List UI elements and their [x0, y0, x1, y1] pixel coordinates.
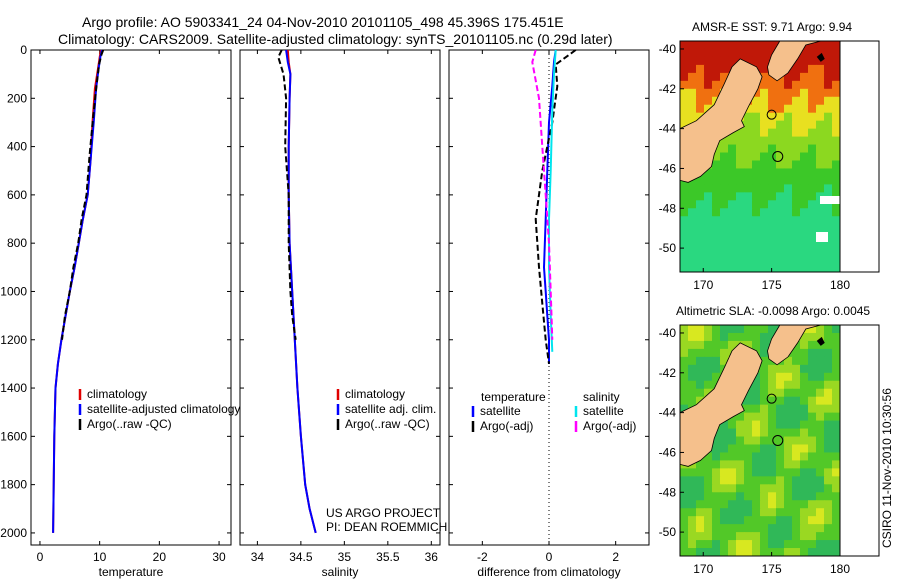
map-outer-frame — [679, 40, 880, 273]
x-tick-label: 34.5 — [289, 550, 313, 564]
lat-tick-label: -48 — [659, 201, 677, 215]
map-outer-frame — [679, 324, 880, 557]
south-island — [680, 58, 763, 183]
x-tick-label: 30 — [212, 550, 226, 564]
sst-map-title: AMSR-E SST: 9.71 Argo: 9.94 — [692, 20, 853, 34]
sst-map-field — [680, 41, 840, 272]
header-line-1: Argo profile: AO 5903341_24 04-Nov-2010 … — [82, 14, 564, 30]
x-tick-label: 34 — [251, 550, 265, 564]
argo-position-marker — [772, 435, 784, 446]
y-tick-label: 600 — [7, 188, 27, 202]
profile-panel-1: 0 10 20 30 temperature 0 200 400 600 800 1000 1200 1… — [0, 43, 240, 579]
north-island — [767, 325, 840, 366]
series-line-satellite-adjusted-climatology — [52, 49, 103, 533]
lat-tick-label: -40 — [659, 326, 677, 340]
legend-header-temperature: temperature — [481, 390, 546, 404]
x-tick-label: 35 — [338, 550, 352, 564]
lat-tick-label: -46 — [659, 445, 677, 459]
lat-tick-label: -42 — [659, 366, 677, 380]
series-line-argo-raw-qc- — [61, 49, 105, 340]
lat-tick-label: -40 — [659, 42, 677, 56]
contour-ring — [766, 109, 777, 120]
sla-map-field — [680, 325, 840, 556]
no-data-patch — [820, 196, 840, 204]
panel-frame — [239, 49, 441, 546]
float-track-marker — [816, 336, 825, 346]
y-tick-label: 2000 — [0, 526, 27, 540]
lon-tick-label: 170 — [693, 562, 713, 576]
y-tick-label: 200 — [7, 91, 27, 105]
lat-tick-label: -50 — [659, 241, 677, 255]
x-axis-label: temperature — [99, 565, 164, 579]
y-tick-label: 800 — [7, 236, 27, 250]
lat-tick-label: -44 — [659, 122, 677, 136]
lon-tick-label: 170 — [693, 278, 713, 292]
north-island — [767, 41, 840, 82]
lat-tick-label: -48 — [659, 485, 677, 499]
x-tick-label: 10 — [93, 550, 107, 564]
legend-label: climatology — [87, 387, 147, 401]
x-tick-label: 0 — [546, 550, 553, 564]
legend-label: Argo(..raw -QC) — [87, 417, 172, 431]
lon-tick-label: 175 — [762, 562, 782, 576]
series-line-satellite-adj-clim- — [285, 49, 317, 534]
x-tick-label: 20 — [153, 550, 167, 564]
legend-label: climatology — [345, 387, 405, 401]
legend-label: satellite — [480, 404, 521, 418]
lon-tick-label: 180 — [830, 562, 850, 576]
legend-label: Argo(..raw -QC) — [345, 417, 430, 431]
lat-tick-label: -46 — [659, 161, 677, 175]
x-tick-label: 2 — [612, 550, 619, 564]
legend-header-salinity: salinity — [583, 390, 620, 404]
float-track-marker — [816, 52, 825, 62]
lon-tick-label: 175 — [762, 278, 782, 292]
legend-label: Argo(-adj) — [480, 419, 533, 433]
lat-tick-label: -42 — [659, 82, 677, 96]
y-tick-label: 400 — [7, 140, 27, 154]
y-tick-label: 1800 — [0, 478, 27, 492]
x-tick-label: 35.5 — [376, 550, 400, 564]
profile-panel-2: 34 34.5 35 35.5 36 salinity climatologysatelli… — [239, 49, 447, 579]
x-axis-label: difference from climatology — [477, 565, 620, 579]
lat-tick-label: -50 — [659, 525, 677, 539]
x-tick-label: -2 — [477, 550, 488, 564]
y-tick-label: 1200 — [0, 333, 27, 347]
contour-ring — [766, 393, 777, 404]
lon-tick-label: 180 — [830, 278, 850, 292]
sla-map-title: Altimetric SLA: -0.0098 Argo: 0.0045 — [676, 304, 871, 318]
x-axis-label: salinity — [322, 565, 359, 579]
no-data-patch — [816, 232, 828, 242]
series-line-argo-raw-qc- — [277, 49, 297, 340]
legend-label: satellite — [583, 404, 624, 418]
sla-map: 170 175 180 -40 -42 -44 -46 -48 -50 — [659, 324, 880, 576]
header-line-2: Climatology: CARS2009. Satellite-adjuste… — [58, 31, 613, 47]
y-tick-label: 1000 — [0, 284, 27, 298]
argo-position-marker — [772, 151, 784, 162]
legend-label: satellite adj. clim. — [345, 402, 436, 416]
series-line-salinity-satellite — [548, 49, 557, 352]
series-line-temperature-argo-adj- — [534, 49, 577, 365]
series-line-salinity-argo-adj- — [531, 49, 554, 340]
y-tick-label: 1400 — [0, 381, 27, 395]
legend-label: Argo(-adj) — [583, 419, 636, 433]
pi-label: PI: DEAN ROEMMICH — [326, 520, 447, 534]
south-island — [680, 342, 763, 467]
y-tick-label: 1600 — [0, 429, 27, 443]
sst-map: 170 175 180 -40 -42 -44 -46 -48 -50 — [659, 40, 880, 292]
legend-label: satellite-adjusted climatology — [87, 402, 240, 416]
y-tick-label: 0 — [20, 43, 27, 57]
x-tick-label: 36 — [425, 550, 439, 564]
panel-frame — [30, 49, 232, 546]
lat-tick-label: -44 — [659, 406, 677, 420]
x-tick-label: 0 — [37, 550, 44, 564]
project-label: US ARGO PROJECT — [326, 506, 441, 520]
